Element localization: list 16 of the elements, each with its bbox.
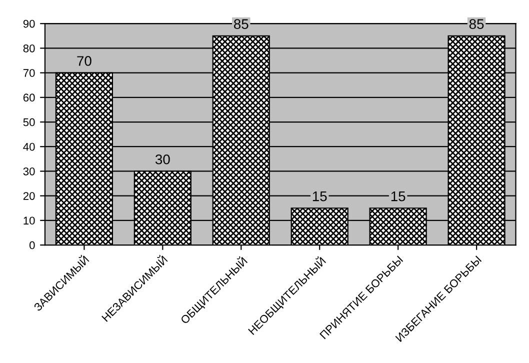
y-tick-label: 70: [23, 69, 35, 77]
y-tick-label: 90: [23, 20, 35, 28]
y-tick-label: 50: [23, 118, 35, 126]
y-tick-label: 10: [24, 216, 35, 225]
data-label: 85: [469, 19, 484, 29]
data-label: 85: [234, 19, 248, 29]
data-label: 30: [155, 154, 170, 164]
data-label: 15: [391, 192, 406, 202]
data-label: 70: [77, 56, 92, 66]
y-tick-label: 30: [23, 167, 35, 176]
data-label: 15: [312, 192, 327, 202]
y-tick-label: 60: [23, 94, 35, 102]
y-tick-label: 0: [30, 241, 35, 250]
y-tick-label: 20: [23, 192, 35, 200]
y-tick-label: 40: [23, 142, 35, 151]
y-tick-label: 80: [23, 44, 35, 52]
